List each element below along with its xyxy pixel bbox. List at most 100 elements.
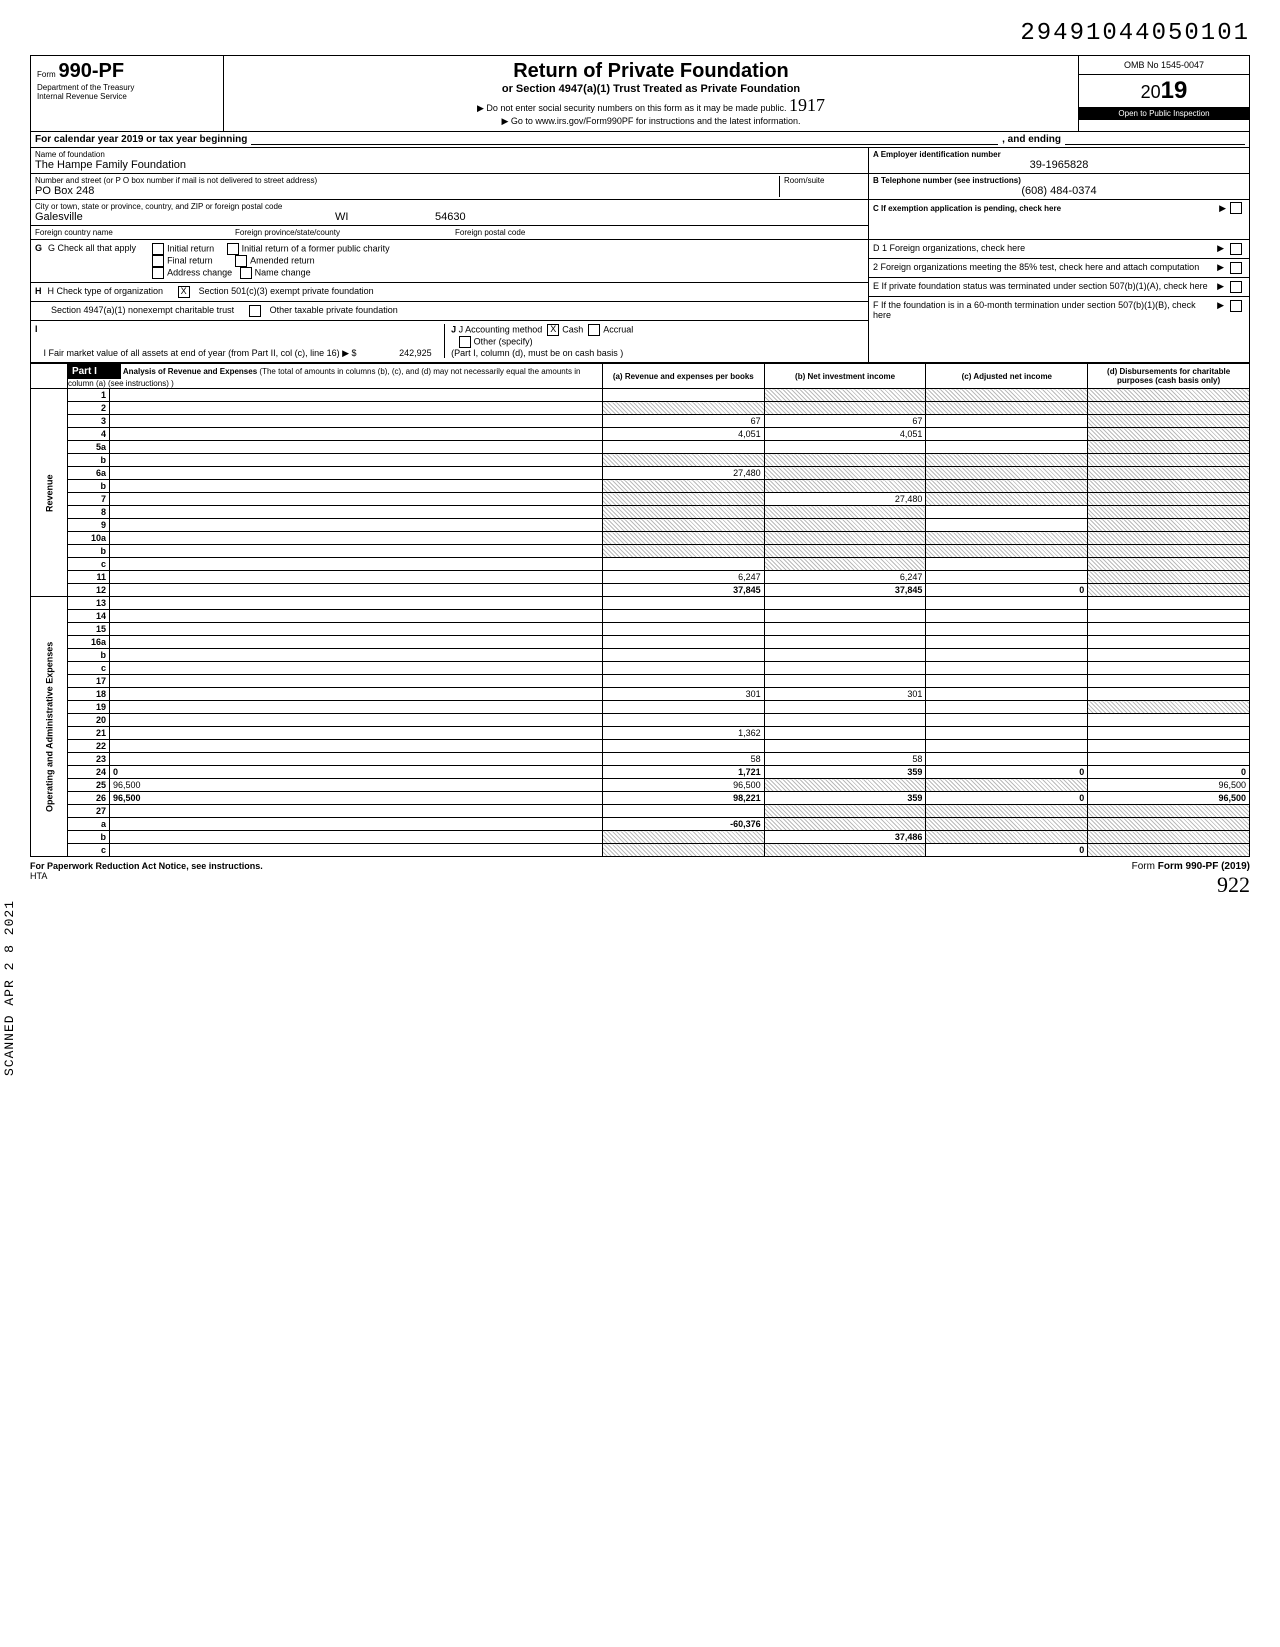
cell-d bbox=[1088, 675, 1250, 688]
row-description bbox=[109, 662, 602, 675]
row-number: 7 bbox=[67, 493, 109, 506]
cell-a: 4,051 bbox=[602, 428, 764, 441]
row-description: 0 bbox=[109, 766, 602, 779]
cell-d bbox=[1088, 714, 1250, 727]
cell-d bbox=[1088, 753, 1250, 766]
name-change-checkbox[interactable] bbox=[240, 267, 252, 279]
cell-c bbox=[926, 740, 1088, 753]
row-number: 2 bbox=[67, 402, 109, 415]
row-description bbox=[109, 701, 602, 714]
amended-checkbox[interactable] bbox=[235, 255, 247, 267]
cell-d bbox=[1088, 402, 1250, 415]
cell-d bbox=[1088, 389, 1250, 402]
cell-c bbox=[926, 831, 1088, 844]
j-note: (Part I, column (d), must be on cash bas… bbox=[451, 348, 623, 358]
row-description bbox=[109, 519, 602, 532]
d2-checkbox[interactable] bbox=[1230, 262, 1242, 274]
addr-change-label: Address change bbox=[167, 267, 232, 277]
accrual-checkbox[interactable] bbox=[588, 324, 600, 336]
row-description bbox=[109, 727, 602, 740]
f-checkbox[interactable] bbox=[1230, 300, 1242, 312]
cell-a bbox=[602, 675, 764, 688]
cell-c bbox=[926, 415, 1088, 428]
row-number: 22 bbox=[67, 740, 109, 753]
row-number: 15 bbox=[67, 623, 109, 636]
calendar-year-text: For calendar year 2019 or tax year begin… bbox=[35, 134, 247, 145]
row-number: 23 bbox=[67, 753, 109, 766]
cell-d bbox=[1088, 662, 1250, 675]
cell-b bbox=[764, 545, 926, 558]
j-label: J bbox=[451, 324, 456, 334]
row-description bbox=[109, 675, 602, 688]
form-subtitle: or Section 4947(a)(1) Trust Treated as P… bbox=[228, 83, 1074, 95]
cell-b bbox=[764, 779, 926, 792]
row-description bbox=[109, 428, 602, 441]
row-description: 96,500 bbox=[109, 779, 602, 792]
cell-a bbox=[602, 402, 764, 415]
arrow-icon: ▶ bbox=[1217, 262, 1224, 273]
cell-c bbox=[926, 649, 1088, 662]
cell-b bbox=[764, 402, 926, 415]
row-description bbox=[109, 506, 602, 519]
cell-b bbox=[764, 701, 926, 714]
initial-former-checkbox[interactable] bbox=[227, 243, 239, 255]
row-description bbox=[109, 545, 602, 558]
cell-a bbox=[602, 545, 764, 558]
addr-change-checkbox[interactable] bbox=[152, 267, 164, 279]
cell-c bbox=[926, 532, 1088, 545]
tax-year-begin-field[interactable] bbox=[251, 134, 998, 145]
row-number: 17 bbox=[67, 675, 109, 688]
addr-label: Number and street (or P O box number if … bbox=[35, 176, 779, 185]
cash-checkbox[interactable]: X bbox=[547, 324, 559, 336]
cell-a bbox=[602, 493, 764, 506]
final-return-checkbox[interactable] bbox=[152, 255, 164, 267]
other-method-checkbox[interactable] bbox=[459, 336, 471, 348]
cell-c bbox=[926, 610, 1088, 623]
cell-a bbox=[602, 805, 764, 818]
cell-c bbox=[926, 623, 1088, 636]
cell-d bbox=[1088, 480, 1250, 493]
cell-b bbox=[764, 662, 926, 675]
row-number: c bbox=[67, 558, 109, 571]
cell-c bbox=[926, 571, 1088, 584]
cell-a: -60,376 bbox=[602, 818, 764, 831]
cell-d: 0 bbox=[1088, 766, 1250, 779]
d1-checkbox[interactable] bbox=[1230, 243, 1242, 255]
tax-year-end-field[interactable] bbox=[1065, 134, 1245, 145]
cell-b bbox=[764, 740, 926, 753]
row-number: 19 bbox=[67, 701, 109, 714]
s501-checkbox[interactable]: X bbox=[178, 286, 190, 298]
cell-a: 96,500 bbox=[602, 779, 764, 792]
cell-b bbox=[764, 506, 926, 519]
cell-a: 58 bbox=[602, 753, 764, 766]
row-description bbox=[109, 571, 602, 584]
col-b-header: (b) Net investment income bbox=[764, 364, 926, 389]
c-checkbox[interactable] bbox=[1230, 202, 1242, 214]
other-tax-checkbox[interactable] bbox=[249, 305, 261, 317]
cell-a bbox=[602, 610, 764, 623]
name-change-label: Name change bbox=[255, 267, 311, 277]
i-text: I Fair market value of all assets at end… bbox=[44, 348, 357, 358]
cell-c bbox=[926, 558, 1088, 571]
footer-paperwork: For Paperwork Reduction Act Notice, see … bbox=[30, 861, 263, 871]
cell-d bbox=[1088, 623, 1250, 636]
cell-b bbox=[764, 558, 926, 571]
row-description bbox=[109, 597, 602, 610]
form-number: 990-PF bbox=[58, 60, 124, 82]
cell-b bbox=[764, 818, 926, 831]
e-checkbox[interactable] bbox=[1230, 281, 1242, 293]
row-number: 10a bbox=[67, 532, 109, 545]
initial-return-checkbox[interactable] bbox=[152, 243, 164, 255]
final-return-label: Final return bbox=[167, 255, 213, 265]
cell-c bbox=[926, 662, 1088, 675]
form-prefix: Form bbox=[37, 70, 56, 79]
cell-a: 37,845 bbox=[602, 584, 764, 597]
j-text: J Accounting method bbox=[459, 324, 543, 334]
initial-former-label: Initial return of a former public charit… bbox=[242, 243, 390, 253]
g-check-all: G Check all that apply bbox=[48, 243, 136, 253]
foundation-name: The Hampe Family Foundation bbox=[35, 159, 864, 171]
cell-c bbox=[926, 519, 1088, 532]
foundation-zip: 54630 bbox=[435, 211, 466, 223]
row-description bbox=[109, 805, 602, 818]
cell-a bbox=[602, 480, 764, 493]
